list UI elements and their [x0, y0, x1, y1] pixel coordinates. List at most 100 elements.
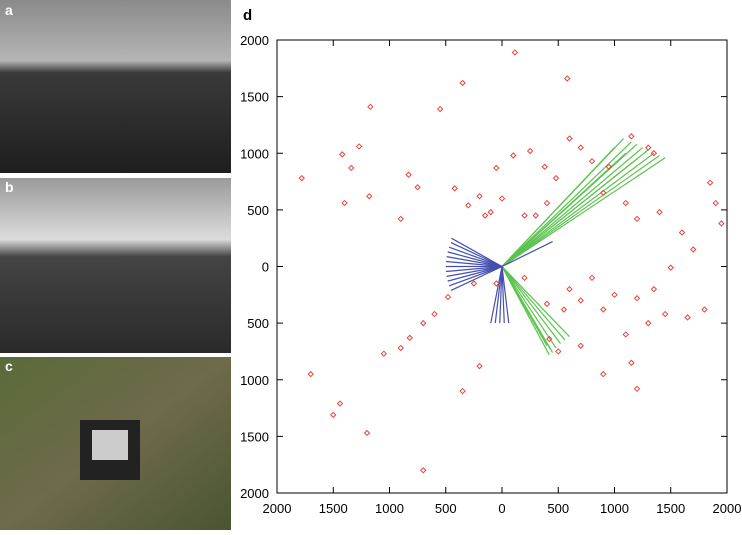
point: [336, 400, 344, 407]
point: [633, 215, 641, 223]
y-tick-label: 1500: [240, 429, 269, 444]
point: [684, 314, 691, 321]
point: [633, 295, 641, 302]
x-tick-label: 1500: [656, 501, 685, 516]
ray: [501, 241, 553, 268]
point: [521, 212, 528, 219]
y-tick-label: 500: [247, 316, 269, 331]
ray: [445, 265, 503, 273]
point: [511, 49, 519, 56]
ray: [501, 157, 666, 267]
point: [420, 467, 427, 474]
point: [661, 310, 669, 318]
point: [436, 105, 444, 113]
point: [555, 348, 562, 355]
ray: [490, 266, 503, 324]
point: [298, 174, 305, 182]
ray: [501, 266, 505, 324]
ray: [501, 266, 557, 349]
y-tick-label: 2000: [240, 486, 269, 501]
robot-body: [92, 430, 128, 460]
x-tick-label: 1000: [375, 501, 404, 516]
point: [645, 319, 652, 327]
point: [541, 163, 548, 171]
point: [543, 300, 551, 308]
point: [577, 297, 584, 304]
panel-label: d: [243, 7, 252, 24]
point: [367, 103, 374, 111]
point: [339, 151, 346, 158]
point: [633, 385, 641, 393]
point: [628, 359, 635, 366]
point: [465, 202, 472, 209]
ray: [448, 246, 503, 268]
point: [526, 147, 534, 155]
point: [330, 411, 337, 419]
point: [405, 171, 412, 178]
point: [600, 306, 607, 313]
ray: [450, 265, 503, 291]
y-tick-label: 2000: [240, 33, 269, 48]
point: [476, 193, 483, 200]
ray: [499, 266, 503, 324]
point: [481, 212, 489, 219]
point: [510, 152, 517, 159]
ray: [445, 260, 503, 268]
point: [366, 193, 373, 200]
y-tick-label: 1500: [240, 90, 269, 105]
point: [566, 285, 573, 293]
point: [444, 293, 452, 301]
photo-a: [0, 0, 231, 173]
point: [650, 150, 658, 157]
point: [546, 335, 553, 343]
point: [459, 79, 466, 87]
ray: [501, 147, 644, 267]
ray: [501, 266, 550, 356]
x-tick-label: 500: [435, 501, 457, 516]
ray: [447, 251, 503, 268]
point: [706, 179, 714, 186]
ray: [501, 141, 632, 267]
point: [397, 344, 404, 352]
point: [459, 387, 466, 395]
ray: [501, 266, 570, 338]
ray: [501, 152, 627, 267]
point: [645, 144, 652, 151]
point: [406, 334, 413, 342]
point: [588, 157, 596, 165]
point: [600, 189, 607, 197]
point: [690, 246, 697, 253]
point: [380, 350, 388, 357]
ray: [501, 152, 655, 267]
point: [667, 264, 674, 271]
y-tick-label: 500: [247, 203, 269, 218]
ray: [447, 265, 503, 282]
point: [431, 310, 438, 318]
point: [718, 220, 725, 227]
ray: [501, 147, 615, 267]
x-tick-label: 500: [547, 501, 569, 516]
y-tick-label: 1000: [240, 146, 269, 161]
ray: [501, 266, 566, 341]
y-tick-label: 0: [262, 260, 269, 275]
point: [577, 342, 584, 349]
ray: [501, 158, 638, 267]
point: [451, 185, 458, 192]
point: [543, 199, 551, 207]
point: [355, 143, 363, 150]
point: [470, 280, 478, 287]
point: [656, 208, 663, 216]
point: [628, 133, 635, 140]
x-tick-label: 2000: [263, 501, 292, 516]
point: [397, 215, 404, 223]
point: [605, 163, 613, 171]
point: [348, 164, 355, 172]
point: [341, 199, 348, 207]
x-tick-label: 0: [498, 501, 505, 516]
point: [650, 285, 658, 293]
point: [363, 429, 371, 437]
point: [566, 135, 573, 142]
ray: [446, 256, 503, 268]
point: [532, 212, 539, 219]
